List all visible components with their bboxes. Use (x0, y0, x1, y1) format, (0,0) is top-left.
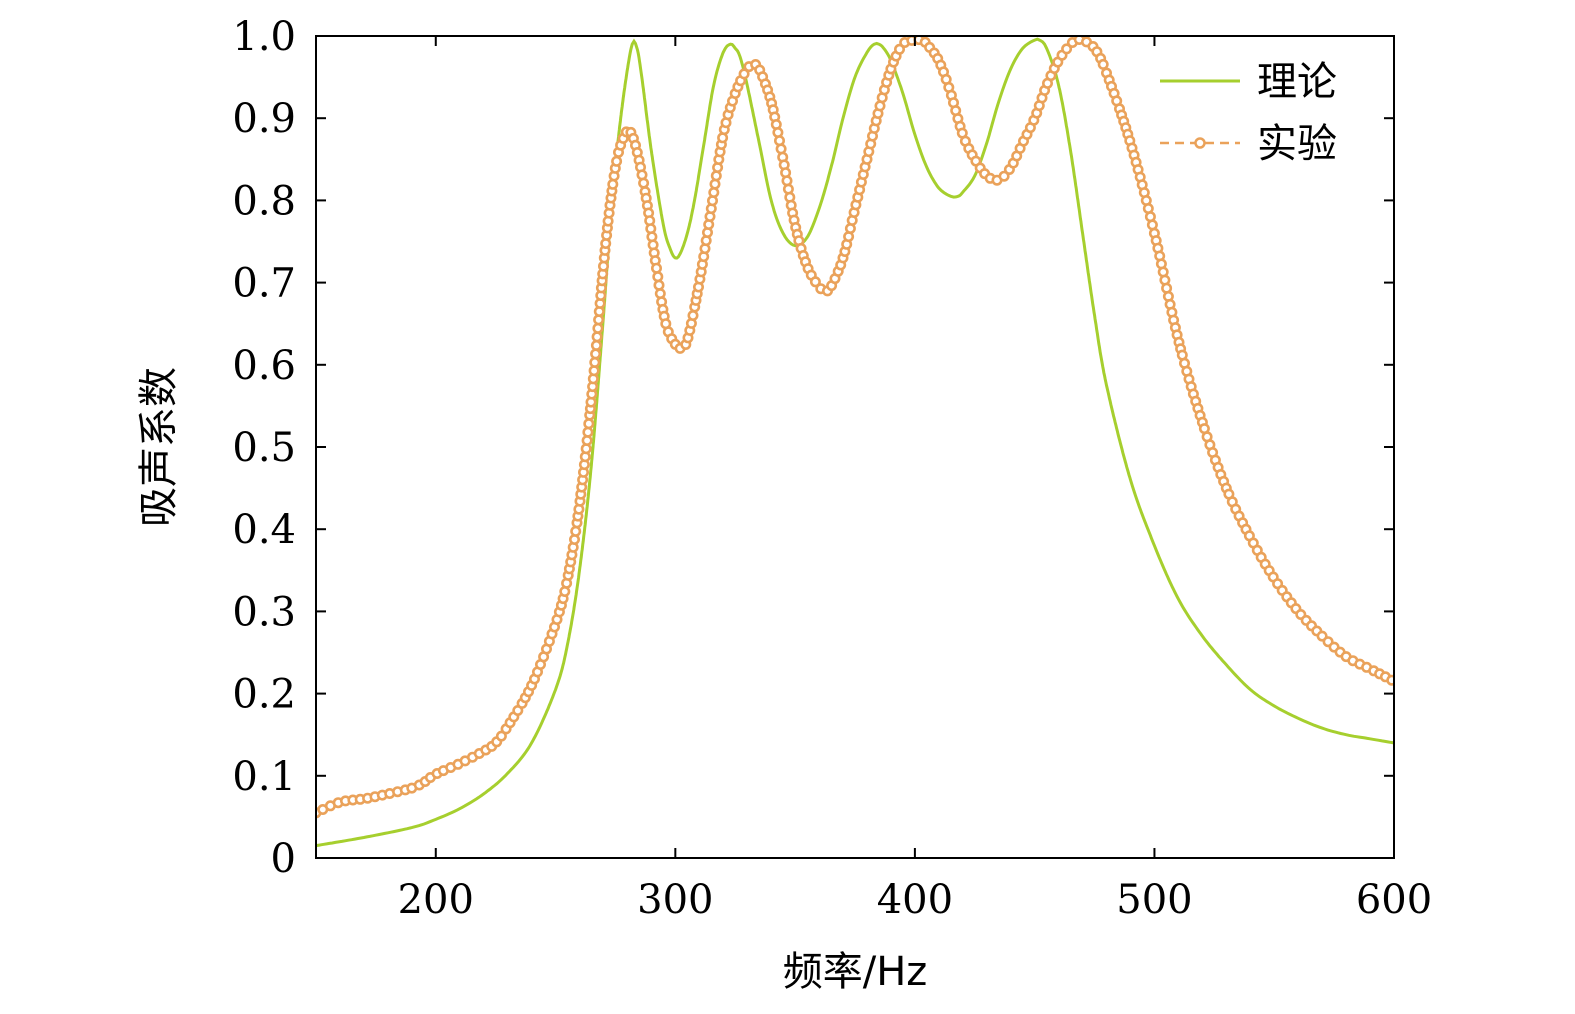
data-point-experiment (710, 170, 722, 182)
series-line-experiment (316, 38, 1394, 814)
data-point-experiment (650, 262, 662, 274)
legend-label-experiment: 实验 (1257, 121, 1337, 167)
data-point-experiment (687, 309, 699, 321)
data-point-experiment (1386, 674, 1394, 686)
y-tick-label: 0.9 (232, 96, 296, 142)
data-point-experiment (738, 68, 750, 80)
data-point-experiment (998, 170, 1010, 182)
data-point-experiment (591, 331, 603, 343)
x-tick-label: 300 (637, 877, 713, 923)
data-point-experiment (589, 356, 601, 368)
y-tick-label: 0 (271, 836, 296, 882)
y-axis-title: 吸声系数 (136, 367, 182, 527)
y-tick-label: 0.2 (232, 672, 296, 718)
data-point-experiment (582, 426, 594, 438)
data-point-experiment (1146, 219, 1158, 231)
y-tick-label: 0.3 (232, 589, 296, 635)
x-axis: 200 300 400 500 600 (398, 36, 1432, 923)
data-point-experiment (495, 730, 507, 742)
data-point-experiment (653, 279, 665, 291)
data-point-experiment (1097, 58, 1109, 70)
plot-frame (315, 35, 1395, 859)
data-point-experiment (607, 178, 619, 190)
data-point-experiment (590, 339, 602, 351)
data-point-experiment (592, 322, 604, 334)
data-point-experiment (781, 175, 793, 187)
data-point-experiment (893, 43, 905, 55)
data-point-experiment (611, 155, 623, 167)
y-tick-label: 0.6 (232, 343, 296, 389)
x-tick-label: 500 (1116, 877, 1192, 923)
y-tick-label: 0.8 (232, 178, 296, 224)
x-tick-label: 400 (877, 877, 953, 923)
x-axis-title: 频率/Hz (783, 949, 928, 995)
y-axis: 0 0.1 0.2 0.3 0.4 0.5 0.6 0.7 0.8 0.9 1.0 (232, 14, 1394, 882)
y-tick-label: 0.4 (232, 507, 296, 553)
data-point-experiment (709, 178, 721, 190)
legend: 理论 实验 (1160, 59, 1337, 167)
data-point-experiment (570, 525, 582, 537)
data-point-experiment (1061, 43, 1073, 55)
data-point-experiment (590, 348, 602, 360)
data-point-experiment (638, 177, 650, 189)
series-line-theory (316, 37, 1394, 848)
y-tick-label: 0.7 (232, 261, 296, 307)
legend-label-theory: 理论 (1257, 59, 1337, 105)
x-tick-label: 200 (398, 877, 474, 923)
legend-marker-experiment (1194, 137, 1206, 149)
data-point-experiment (809, 276, 821, 288)
data-point-experiment (775, 143, 787, 155)
data-point-experiment (708, 187, 720, 199)
y-tick-label: 1.0 (232, 14, 296, 60)
y-tick-label: 0.5 (232, 425, 296, 471)
y-tick-label: 0.1 (232, 754, 296, 800)
data-point-experiment (652, 271, 664, 283)
x-tick-label: 600 (1356, 877, 1432, 923)
data-point-experiment (583, 418, 595, 430)
series-layer (316, 36, 1394, 848)
